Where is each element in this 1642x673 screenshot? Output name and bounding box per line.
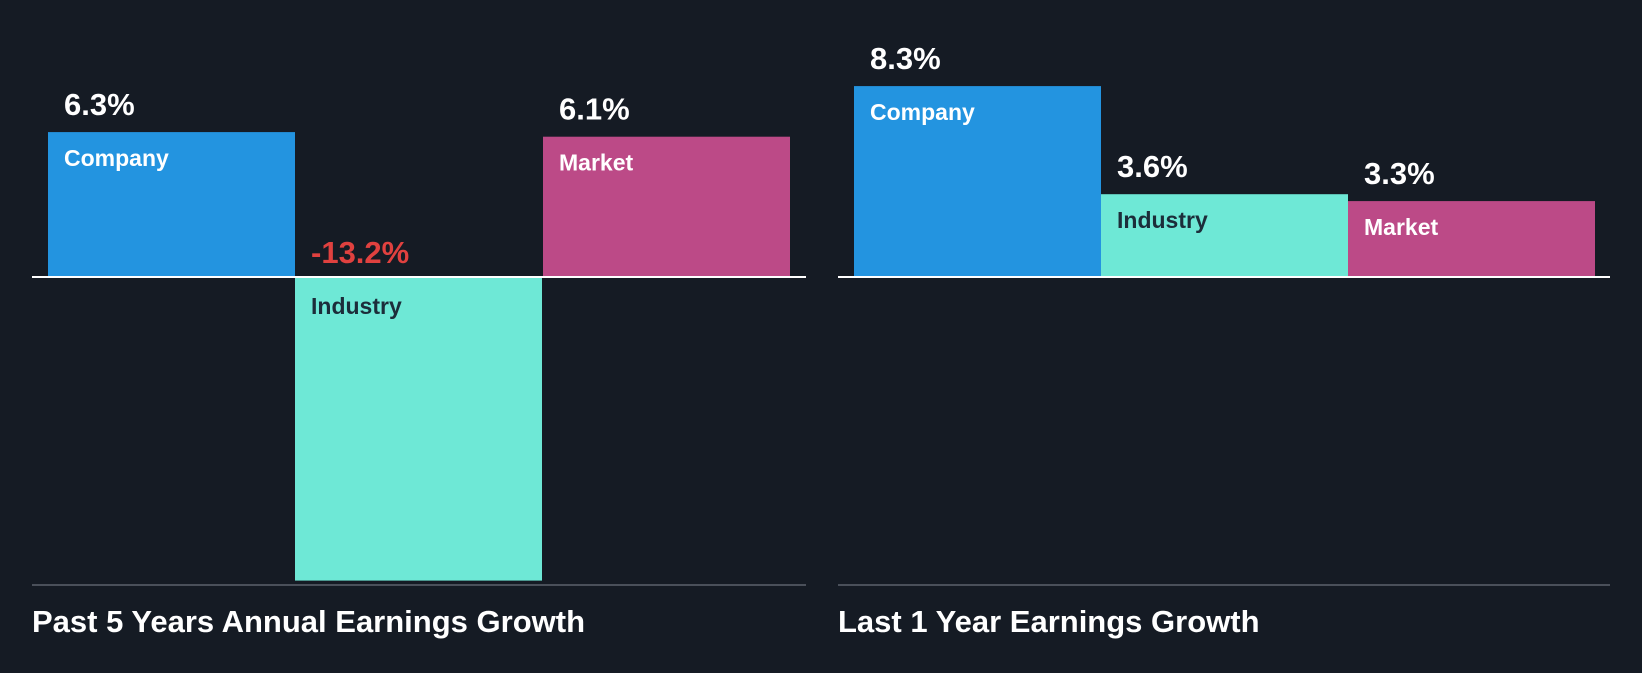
past-5-years-chart-title: Past 5 Years Annual Earnings Growth bbox=[32, 604, 586, 639]
past-5-years-category-label-market: Market bbox=[559, 150, 633, 176]
last-1-year-value-label-market: 3.3% bbox=[1364, 156, 1435, 191]
past-5-years-value-label-industry: -13.2% bbox=[311, 235, 409, 270]
last-1-year-value-label-industry: 3.6% bbox=[1117, 149, 1188, 184]
last-1-year-chart-title: Last 1 Year Earnings Growth bbox=[838, 604, 1260, 639]
past-5-years-bar-industry bbox=[295, 277, 542, 581]
last-1-year-category-label-company: Company bbox=[870, 99, 975, 125]
past-5-years-category-label-company: Company bbox=[64, 145, 169, 171]
last-1-year-bar-company bbox=[854, 86, 1101, 277]
last-1-year-value-label-company: 8.3% bbox=[870, 41, 941, 76]
past-5-years-value-label-market: 6.1% bbox=[559, 92, 630, 127]
last-1-year-category-label-market: Market bbox=[1364, 214, 1438, 240]
last-1-year-category-label-industry: Industry bbox=[1117, 207, 1208, 233]
past-5-years-category-label-industry: Industry bbox=[311, 293, 402, 319]
last-1-year-bar-market bbox=[1348, 201, 1595, 277]
past-5-years-bar-company bbox=[48, 132, 295, 277]
past-5-years-bar-market bbox=[543, 136, 790, 277]
last-1-year-bar-industry bbox=[1101, 194, 1348, 277]
past-5-years-value-label-company: 6.3% bbox=[64, 87, 135, 122]
